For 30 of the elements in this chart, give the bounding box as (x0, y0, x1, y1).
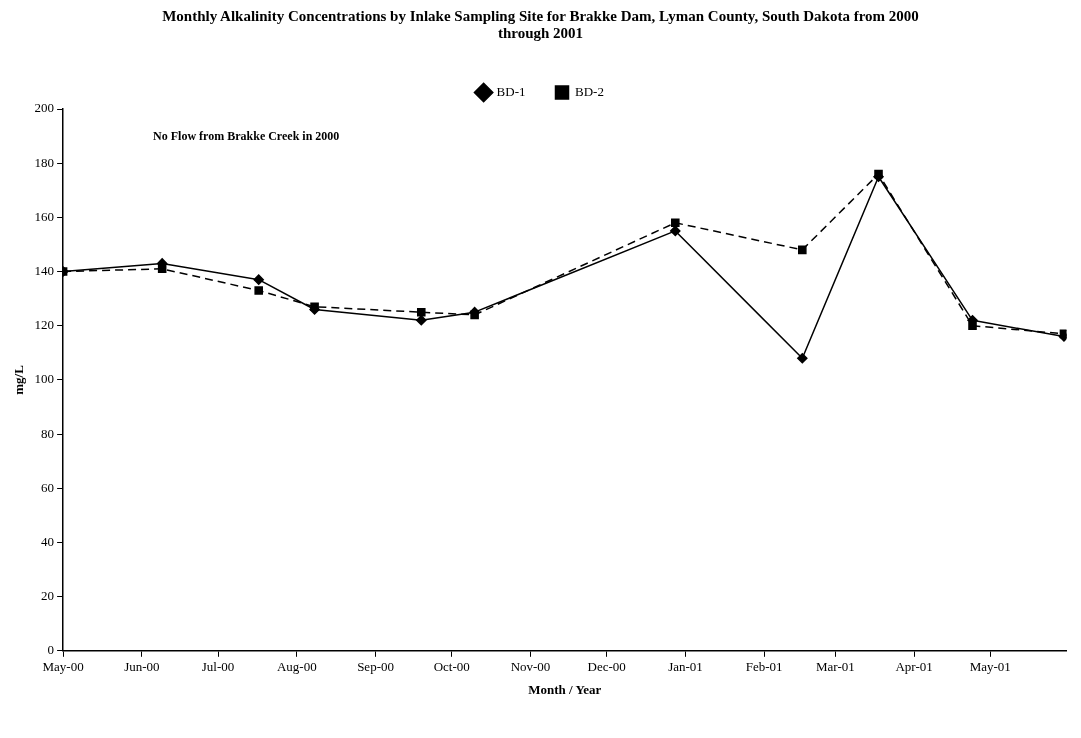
y-tick-label: 140 (34, 262, 55, 278)
chart-title: Monthly Alkalinity Concentrations by Inlake Sampling Site for Brakke Dam, Lyman County, South Dakota from 2000 through 2001 (161, 8, 920, 42)
x-tick-label: Jul-00 (201, 659, 235, 675)
y-tick-label: 0 (47, 642, 55, 658)
x-tick-label: Dec-00 (587, 659, 626, 675)
x-tick-label: Sep-00 (357, 659, 394, 675)
x-tick-label: Oct-00 (433, 659, 470, 675)
x-tick-label: Jun-00 (124, 659, 160, 675)
annotation: No Flow from Brakke Creek in 2000 (153, 129, 340, 144)
y-tick-label: 40 (41, 533, 55, 549)
legend-label: BD-1 (496, 83, 526, 99)
legend-label: BD-2 (575, 83, 604, 99)
x-tick-label: Mar-01 (815, 659, 855, 675)
y-tick-label: 180 (34, 154, 55, 170)
x-tick-label: Aug-00 (276, 659, 317, 675)
y-tick-label: 200 (34, 100, 55, 116)
x-tick-label: May-00 (42, 659, 84, 675)
x-tick-label: May-01 (969, 659, 1011, 675)
x-tick-label: Feb-01 (745, 659, 783, 675)
x-tick-label: Nov-00 (510, 659, 551, 675)
x-tick-label: Apr-01 (895, 659, 933, 675)
x-tick-label: Jan-01 (668, 659, 703, 675)
y-tick-label: 100 (34, 371, 55, 387)
y-axis-title: mg/L (11, 364, 27, 395)
x-axis-title: Month / Year (528, 681, 602, 697)
y-tick-label: 160 (34, 208, 55, 224)
y-tick-label: 80 (41, 425, 55, 441)
y-tick-label: 60 (41, 479, 55, 495)
y-tick-label: 20 (41, 588, 55, 604)
y-tick-label: 120 (34, 317, 55, 333)
